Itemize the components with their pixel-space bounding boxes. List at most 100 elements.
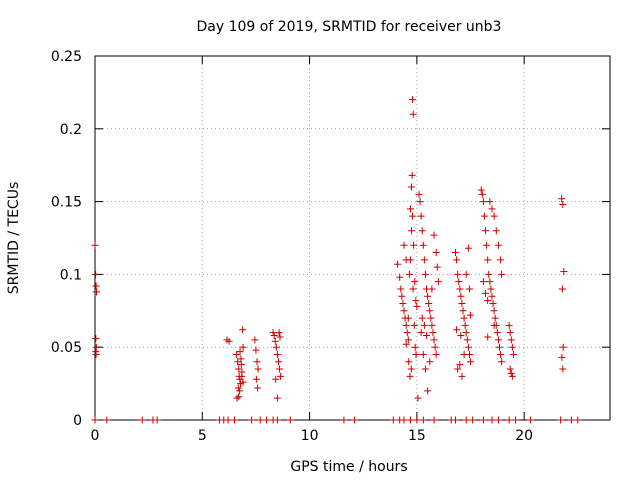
- data-point: [398, 292, 406, 300]
- data-point: [420, 321, 428, 329]
- data-point: [256, 416, 264, 424]
- data-point: [409, 285, 417, 293]
- data-point: [410, 241, 418, 249]
- data-point: [424, 292, 432, 300]
- data-point: [498, 358, 506, 366]
- data-point: [351, 416, 359, 424]
- data-point: [92, 348, 100, 356]
- data-point: [408, 171, 416, 179]
- data-point: [254, 384, 262, 392]
- data-point: [490, 212, 498, 220]
- data-point: [484, 333, 492, 341]
- data-point: [276, 333, 284, 341]
- data-point: [286, 416, 294, 424]
- data-point: [432, 249, 440, 257]
- data-point: [432, 350, 440, 358]
- data-point: [272, 343, 280, 351]
- data-point: [479, 198, 487, 206]
- data-point: [453, 326, 461, 334]
- data-point: [389, 416, 397, 424]
- data-point: [272, 375, 280, 383]
- y-tick-label: 0.1: [60, 267, 82, 283]
- data-point: [485, 270, 493, 278]
- data-point: [420, 256, 428, 264]
- data-point: [497, 350, 505, 358]
- data-point: [456, 361, 464, 369]
- data-point: [248, 416, 256, 424]
- data-point: [234, 384, 242, 392]
- data-point: [235, 365, 243, 373]
- data-point: [409, 110, 417, 118]
- data-point: [487, 285, 495, 293]
- data-point: [574, 416, 582, 424]
- data-point: [558, 285, 566, 293]
- data-point: [567, 416, 575, 424]
- data-point: [92, 343, 100, 351]
- data-point: [426, 307, 434, 315]
- data-point: [413, 416, 421, 424]
- data-point: [425, 300, 433, 308]
- data-point: [411, 278, 419, 286]
- data-point: [254, 365, 262, 373]
- grid: [95, 56, 610, 420]
- data-point: [512, 416, 520, 424]
- data-point: [138, 416, 146, 424]
- data-point: [430, 416, 438, 424]
- y-tick-label: 0: [73, 413, 82, 429]
- data-point: [421, 365, 429, 373]
- data-point: [400, 416, 408, 424]
- data-point: [412, 297, 420, 305]
- data-point: [230, 416, 238, 424]
- data-point: [459, 307, 467, 315]
- data-point: [402, 340, 410, 348]
- data-point: [91, 416, 99, 424]
- data-point: [460, 350, 468, 358]
- data-point: [419, 416, 427, 424]
- data-point: [237, 361, 245, 369]
- data-point: [277, 372, 285, 380]
- data-point: [428, 285, 436, 293]
- data-point: [418, 314, 426, 322]
- data-point: [239, 378, 247, 386]
- data-point: [406, 372, 414, 380]
- data-point: [482, 227, 490, 235]
- data-point: [460, 314, 468, 322]
- data-point: [408, 227, 416, 235]
- data-point: [482, 289, 490, 297]
- data-point: [402, 321, 410, 329]
- data-point: [490, 307, 498, 315]
- y-tick-label: 0.2: [60, 122, 82, 138]
- data-point: [478, 190, 486, 198]
- data-point: [488, 292, 496, 300]
- data-point: [409, 96, 417, 104]
- data-point: [509, 350, 517, 358]
- data-point: [239, 343, 247, 351]
- data-point: [508, 372, 516, 380]
- plot-frame: [94, 55, 611, 421]
- data-point: [421, 270, 429, 278]
- data-point: [486, 198, 494, 206]
- data-point: [406, 205, 414, 213]
- data-point: [505, 416, 513, 424]
- data-point: [273, 394, 281, 402]
- data-point: [426, 358, 434, 366]
- x-tick-label: 0: [91, 428, 100, 444]
- data-point: [251, 336, 259, 344]
- data-point: [274, 358, 282, 366]
- data-point: [411, 343, 419, 351]
- data-point: [239, 326, 247, 334]
- data-point: [494, 241, 502, 249]
- data-point: [416, 198, 424, 206]
- data-point: [467, 358, 475, 366]
- data-point: [495, 343, 503, 351]
- data-point: [236, 348, 244, 356]
- data-point: [433, 263, 441, 271]
- data-point: [423, 332, 431, 340]
- data-point: [506, 365, 514, 373]
- data-point: [461, 321, 469, 329]
- x-tick-label: 10: [301, 428, 319, 444]
- data-point: [488, 416, 496, 424]
- data-point: [477, 186, 485, 194]
- data-point: [507, 336, 515, 344]
- data-point: [397, 285, 405, 293]
